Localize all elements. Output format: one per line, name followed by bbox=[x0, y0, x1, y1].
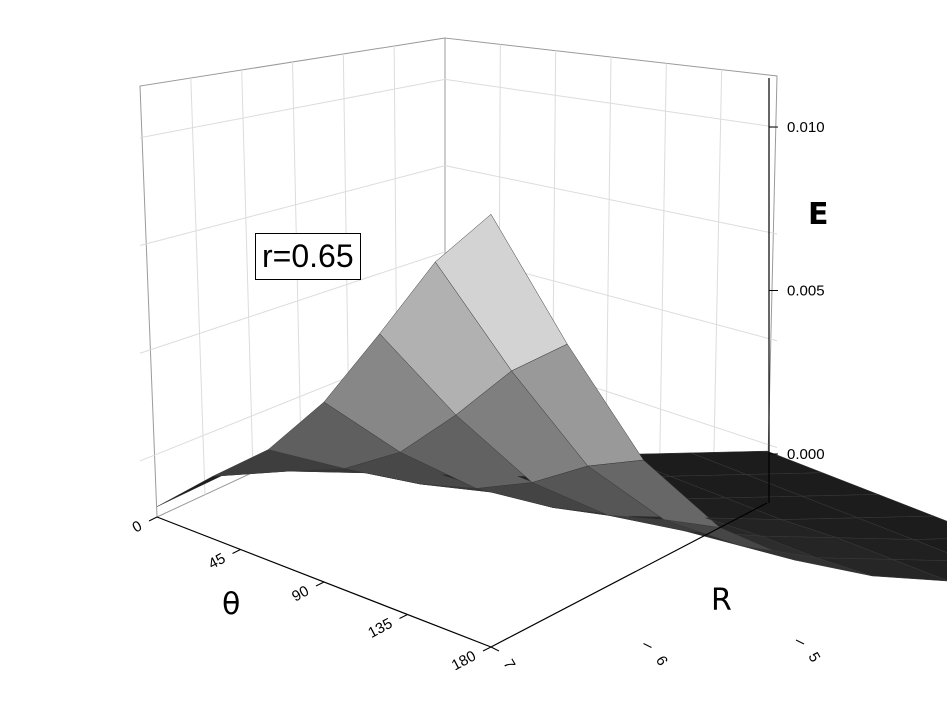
wall-grid-line bbox=[241, 69, 254, 473]
y-axis-title: R bbox=[711, 583, 732, 618]
x-tick-label: 135 bbox=[365, 615, 395, 642]
wall-grid-line bbox=[605, 56, 612, 444]
x-tick-label: 45 bbox=[206, 550, 229, 573]
y-tick bbox=[643, 643, 652, 648]
y-tick bbox=[795, 639, 805, 645]
surface-cell bbox=[913, 538, 947, 553]
z-tick-label: 0.005 bbox=[787, 283, 825, 300]
surface-cell bbox=[816, 557, 947, 582]
y-axis-line bbox=[490, 502, 768, 648]
y-tick bbox=[490, 646, 500, 652]
wall-grid-line bbox=[139, 165, 446, 246]
wall-grid-line bbox=[444, 78, 778, 128]
x-tick bbox=[315, 581, 325, 587]
wall-grid-line bbox=[444, 165, 778, 235]
y-tick-label: 6 bbox=[652, 653, 671, 669]
wall-grid-line bbox=[139, 78, 446, 139]
x-tick-label: 90 bbox=[289, 583, 312, 606]
x-tick-label: 0 bbox=[130, 518, 145, 537]
x-tick bbox=[482, 646, 492, 652]
wall-grid-line bbox=[190, 77, 206, 495]
z-axis-title: E bbox=[808, 197, 829, 232]
surface bbox=[156, 213, 947, 582]
x-tick bbox=[148, 516, 158, 522]
wall-grid-line bbox=[139, 251, 446, 354]
surface-cell bbox=[857, 515, 947, 540]
z-tick-label: 0.000 bbox=[787, 446, 825, 463]
wall-grid-line bbox=[712, 69, 723, 484]
annotation-label: r=0.65 bbox=[255, 233, 361, 280]
x-tick bbox=[232, 549, 241, 554]
z-tick-label: 0.010 bbox=[787, 119, 825, 136]
y-tick-label: 7 bbox=[500, 657, 519, 673]
surface-cell bbox=[892, 559, 947, 581]
surface-cell bbox=[837, 537, 947, 561]
y-tick-label: 5 bbox=[805, 650, 824, 666]
x-tick bbox=[399, 614, 408, 619]
wall-grid-line bbox=[659, 63, 667, 464]
x-axis-title: θ bbox=[222, 587, 240, 622]
x-tick-label: 180 bbox=[449, 648, 479, 675]
